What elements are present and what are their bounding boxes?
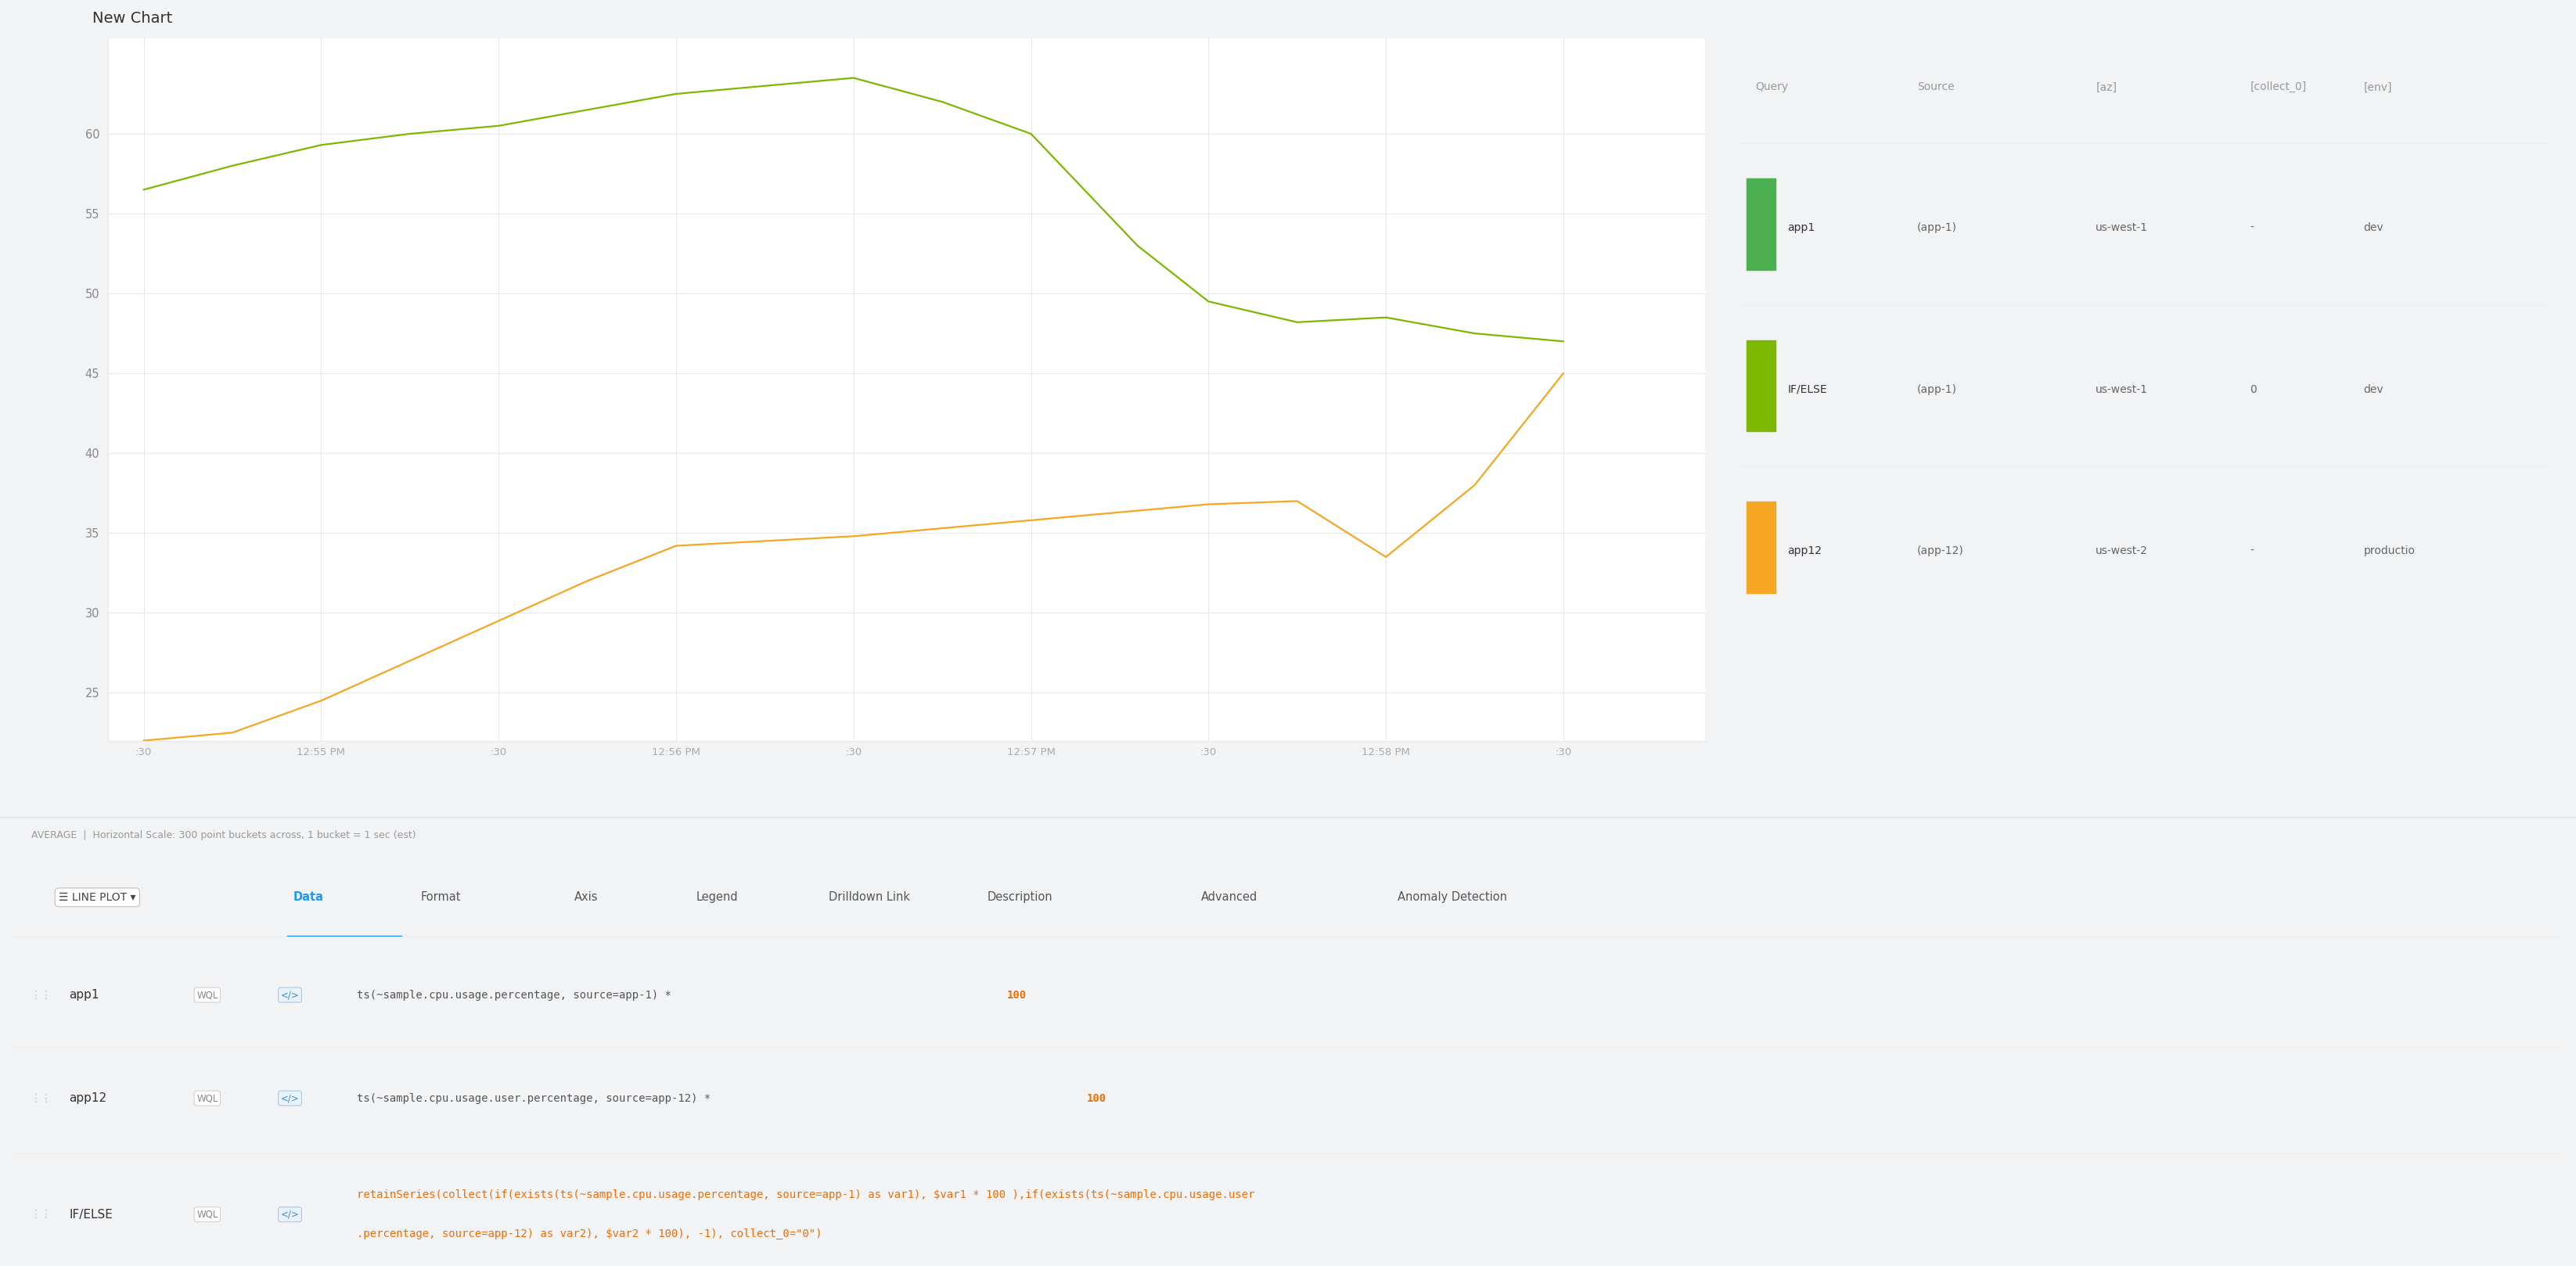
- Text: WQL: WQL: [196, 1093, 219, 1104]
- Text: [env]: [env]: [2365, 82, 2393, 92]
- Text: dev: dev: [2365, 384, 2383, 395]
- Text: ⋮⋮: ⋮⋮: [31, 1093, 52, 1104]
- Text: retainSeries(collect(if(exists(ts(~sample.cpu.usage.percentage, source=app-1) as: retainSeries(collect(if(exists(ts(~sampl…: [358, 1190, 1255, 1200]
- Bar: [1747, 341, 1775, 432]
- Text: </>: </>: [281, 990, 299, 1000]
- Text: Query: Query: [1754, 82, 1788, 92]
- Text: app1: app1: [1788, 223, 1816, 233]
- Bar: [1747, 501, 1775, 592]
- Text: -: -: [2249, 546, 2254, 556]
- Text: productio: productio: [2365, 546, 2416, 556]
- Text: 100: 100: [1087, 1093, 1105, 1104]
- Text: ☰ LINE PLOT ▾: ☰ LINE PLOT ▾: [59, 891, 137, 903]
- Text: us-west-1: us-west-1: [2097, 384, 2148, 395]
- Text: -: -: [2249, 223, 2254, 233]
- Text: Source: Source: [1917, 82, 1955, 92]
- Text: Description: Description: [987, 891, 1054, 903]
- Text: us-west-1: us-west-1: [2097, 223, 2148, 233]
- Text: us-west-2: us-west-2: [2097, 546, 2148, 556]
- Text: Legend: Legend: [696, 891, 739, 903]
- Text: ts(~sample.cpu.usage.percentage, source=app-1) *: ts(~sample.cpu.usage.percentage, source=…: [358, 990, 677, 1000]
- Text: Axis: Axis: [574, 891, 598, 903]
- Text: 0: 0: [2249, 384, 2257, 395]
- Text: (app-12): (app-12): [1917, 546, 1963, 556]
- Text: </>: </>: [281, 1209, 299, 1219]
- Text: ts(~sample.cpu.usage.user.percentage, source=app-12) *: ts(~sample.cpu.usage.user.percentage, so…: [358, 1093, 719, 1104]
- Bar: [1747, 179, 1775, 270]
- Text: app1: app1: [70, 989, 98, 1001]
- Text: IF/ELSE: IF/ELSE: [1788, 384, 1826, 395]
- Text: [az]: [az]: [2097, 82, 2117, 92]
- Text: WQL: WQL: [196, 990, 219, 1000]
- Text: (app-1): (app-1): [1917, 384, 1958, 395]
- Text: 100: 100: [1007, 990, 1028, 1000]
- Text: </>: </>: [281, 1093, 299, 1104]
- Text: Advanced: Advanced: [1200, 891, 1257, 903]
- Text: Drilldown Link: Drilldown Link: [829, 891, 909, 903]
- Text: .percentage, source=app-12) as var2), $var2 * 100), -1), collect_0="0"): .percentage, source=app-12) as var2), $v…: [358, 1228, 822, 1239]
- Text: app12: app12: [70, 1093, 106, 1104]
- Text: Anomaly Detection: Anomaly Detection: [1399, 891, 1507, 903]
- Text: New Chart: New Chart: [93, 11, 173, 25]
- Text: ⋮⋮: ⋮⋮: [31, 1209, 52, 1220]
- Text: app12: app12: [1788, 546, 1821, 556]
- Text: Format: Format: [420, 891, 461, 903]
- Text: ⋮⋮: ⋮⋮: [31, 990, 52, 1000]
- Text: Data: Data: [294, 891, 325, 903]
- Text: WQL: WQL: [196, 1209, 219, 1219]
- Text: (app-1): (app-1): [1917, 223, 1958, 233]
- Text: IF/ELSE: IF/ELSE: [70, 1209, 113, 1220]
- Text: dev: dev: [2365, 223, 2383, 233]
- Text: [collect_0]: [collect_0]: [2249, 81, 2306, 92]
- Text: AVERAGE  |  Horizontal Scale: 300 point buckets across, 1 bucket = 1 sec (est): AVERAGE | Horizontal Scale: 300 point bu…: [31, 830, 415, 841]
